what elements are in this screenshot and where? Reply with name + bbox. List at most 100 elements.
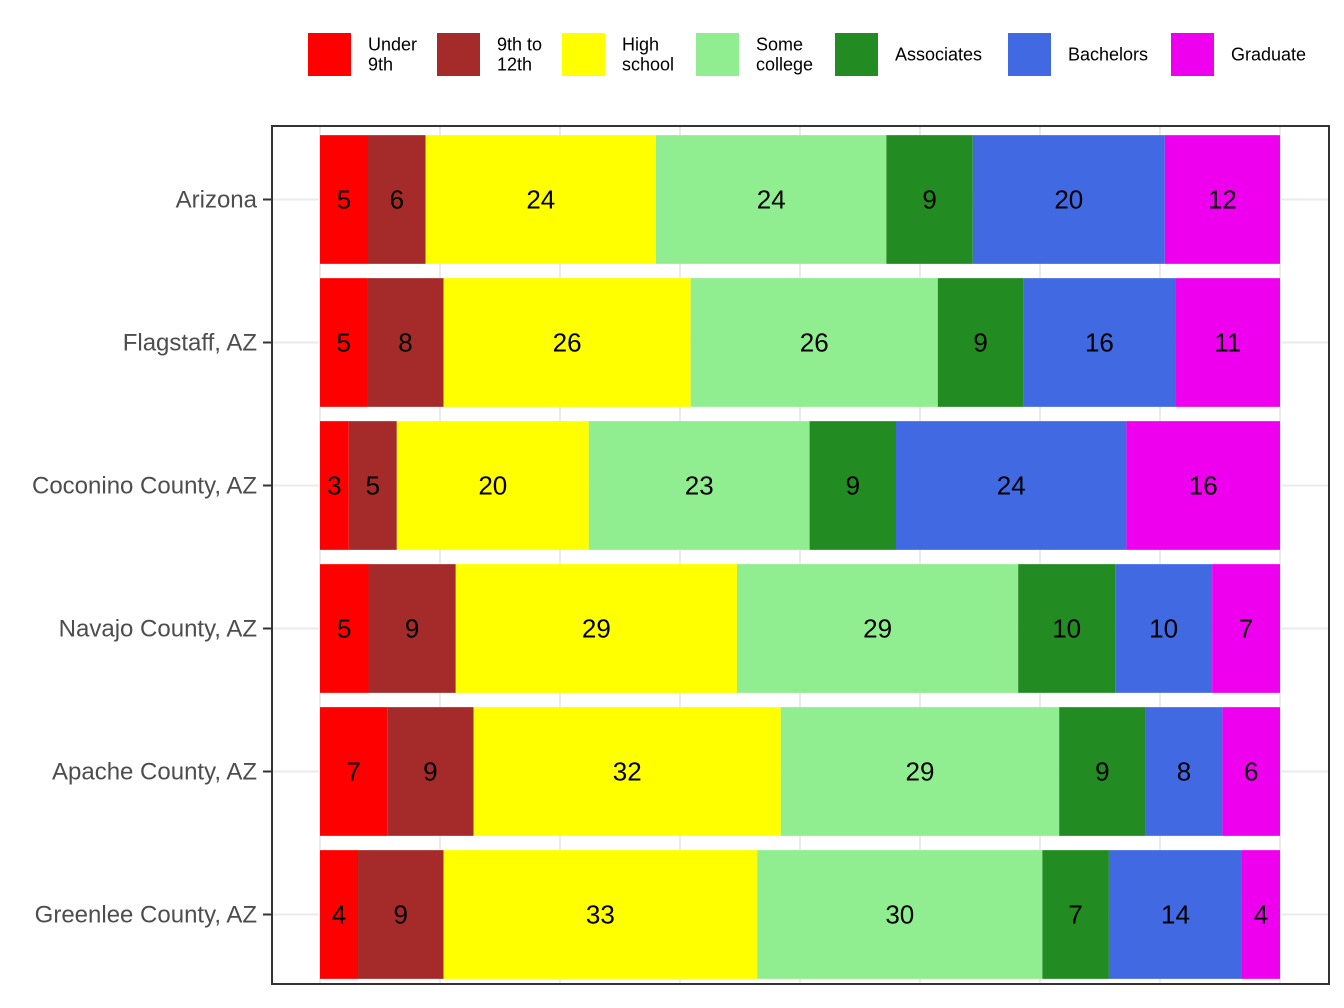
data-label-navajo-county-az-9th-to-12th: 9 [405, 614, 419, 644]
bar-apache-county-az-bachelors [1145, 707, 1223, 836]
y-tick-label-greenlee-county-az: Greenlee County, AZ [35, 902, 257, 929]
y-tick-label-coconino-county-az: Coconino County, AZ [32, 473, 257, 500]
bar-arizona-some-college [656, 135, 887, 264]
legend-item-some-college: Some college [696, 33, 813, 76]
data-label-coconino-county-az-associates: 9 [846, 471, 860, 501]
bar-navajo-county-az-some-college [736, 564, 1019, 693]
data-label-arizona-high-school: 24 [526, 185, 555, 215]
legend-label-line: Bachelors [1068, 45, 1148, 65]
legend-swatch-under-9th [308, 33, 351, 76]
bar-greenlee-county-az-9th-to-12th [358, 850, 444, 979]
legend-label-line: Associates [895, 45, 982, 65]
data-label-arizona-9th-to-12th: 6 [390, 185, 404, 215]
data-label-greenlee-county-az-9th-to-12th: 9 [394, 900, 408, 930]
y-tick-label-navajo-county-az: Navajo County, AZ [59, 616, 257, 643]
data-label-apache-county-az-some-college: 29 [906, 757, 935, 787]
data-label-arizona-graduate: 12 [1208, 185, 1237, 215]
data-label-greenlee-county-az-bachelors: 14 [1161, 900, 1190, 930]
legend-label-line: 9th to [497, 35, 542, 55]
bar-navajo-county-az-under-9th [320, 564, 369, 693]
bar-apache-county-az-under-9th [320, 707, 388, 836]
y-tick-label-arizona: Arizona [176, 187, 258, 214]
legend-item-under-9th: Under 9th [308, 33, 417, 76]
legend-label-graduate: Graduate [1231, 45, 1306, 65]
data-label-navajo-county-az-some-college: 29 [863, 614, 892, 644]
data-label-flagstaff-az-under-9th: 5 [337, 328, 351, 358]
data-label-coconino-county-az-9th-to-12th: 5 [366, 471, 380, 501]
bar-coconino-county-az-some-college [588, 421, 810, 550]
bar-flagstaff-az-some-college [690, 278, 938, 407]
legend-label-high-school: High school [622, 35, 674, 75]
data-label-coconino-county-az-graduate: 16 [1189, 471, 1218, 501]
legend-label-line: High [622, 35, 659, 55]
legend-item-bachelors: Bachelors [1008, 33, 1148, 76]
bar-arizona-under-9th [320, 135, 368, 264]
bar-coconino-county-az-graduate [1126, 421, 1280, 550]
legend-item-associates: Associates [835, 33, 982, 76]
legend-label-some-college: Some college [756, 35, 813, 75]
legend-label-9th-to-12th: 9th to 12th [497, 35, 542, 75]
bars [320, 135, 1280, 979]
bar-navajo-county-az-associates [1018, 564, 1116, 693]
bar-flagstaff-az-bachelors [1023, 278, 1176, 407]
y-tick-label-apache-county-az: Apache County, AZ [52, 759, 257, 786]
legend-label-associates: Associates [895, 45, 982, 65]
bar-coconino-county-az-high-school [396, 421, 589, 550]
data-label-flagstaff-az-high-school: 26 [553, 328, 582, 358]
data-label-flagstaff-az-some-college: 26 [800, 328, 829, 358]
data-label-flagstaff-az-graduate: 11 [1214, 328, 1241, 358]
bar-flagstaff-az-associates [937, 278, 1024, 407]
y-axis: Arizona Flagstaff, AZ Coconino County, AZ N… [32, 187, 272, 929]
data-label-navajo-county-az-graduate: 7 [1239, 614, 1253, 644]
legend-label-line: 12th [497, 55, 532, 75]
legend-swatch-associates [835, 33, 878, 76]
bar-navajo-county-az-9th-to-12th [368, 564, 456, 693]
data-label-apache-county-az-9th-to-12th: 9 [423, 757, 437, 787]
data-label-navajo-county-az-under-9th: 5 [337, 614, 351, 644]
bar-coconino-county-az-9th-to-12th [348, 421, 397, 550]
data-label-arizona-associates: 9 [922, 185, 936, 215]
legend-item-9th-to-12th: 9th to 12th [437, 33, 542, 76]
data-label-flagstaff-az-9th-to-12th: 8 [398, 328, 412, 358]
data-label-arizona-some-college: 24 [757, 185, 786, 215]
legend-label-line: Graduate [1231, 45, 1306, 65]
bar-greenlee-county-az-under-9th [320, 850, 359, 979]
data-label-coconino-county-az-bachelors: 24 [997, 471, 1026, 501]
bar-apache-county-az-high-school [473, 707, 781, 836]
legend-label-line: school [622, 55, 674, 75]
data-label-greenlee-county-az-under-9th: 4 [332, 900, 346, 930]
data-label-greenlee-county-az-graduate: 4 [1254, 900, 1268, 930]
legend-item-high-school: High school [562, 33, 674, 76]
data-label-coconino-county-az-some-college: 23 [685, 471, 714, 501]
bar-greenlee-county-az-bachelors [1108, 850, 1242, 979]
legend-swatch-9th-to-12th [437, 33, 480, 76]
data-label-greenlee-county-az-associates: 7 [1068, 900, 1082, 930]
legend-swatch-bachelors [1008, 33, 1051, 76]
y-tick-label-flagstaff-az: Flagstaff, AZ [123, 330, 257, 357]
bar-arizona-associates [886, 135, 973, 264]
data-label-apache-county-az-associates: 9 [1095, 757, 1109, 787]
data-label-arizona-under-9th: 5 [337, 185, 351, 215]
legend-label-line: college [756, 55, 813, 75]
plot-panel: 5 6 24 24 9 20 125 8 26 26 9 16 113 5 20 23 9 24 165 9 29 29 1… [32, 125, 1330, 985]
legend-swatch-graduate [1171, 33, 1214, 76]
data-label-navajo-county-az-high-school: 29 [582, 614, 611, 644]
bar-flagstaff-az-graduate [1175, 278, 1280, 407]
bar-navajo-county-az-bachelors [1115, 564, 1213, 693]
bar-arizona-graduate [1164, 135, 1280, 264]
legend-label-under-9th: Under 9th [368, 35, 417, 75]
legend-swatch-some-college [696, 33, 739, 76]
bar-navajo-county-az-high-school [455, 564, 737, 693]
data-label-apache-county-az-bachelors: 8 [1177, 757, 1191, 787]
data-label-apache-county-az-under-9th: 7 [346, 757, 360, 787]
bar-arizona-high-school [425, 135, 656, 264]
data-label-coconino-county-az-under-9th: 3 [327, 471, 341, 501]
bar-greenlee-county-az-graduate [1241, 850, 1280, 979]
value-labels: 5 6 24 24 9 20 125 8 26 26 9 16 113 5 20 23 9 24 165 9 29 29 1… [327, 185, 1268, 930]
legend-label-line: Some [756, 35, 803, 55]
bar-apache-county-az-graduate [1222, 707, 1280, 836]
data-label-apache-county-az-graduate: 6 [1244, 757, 1258, 787]
bar-greenlee-county-az-some-college [757, 850, 1043, 979]
